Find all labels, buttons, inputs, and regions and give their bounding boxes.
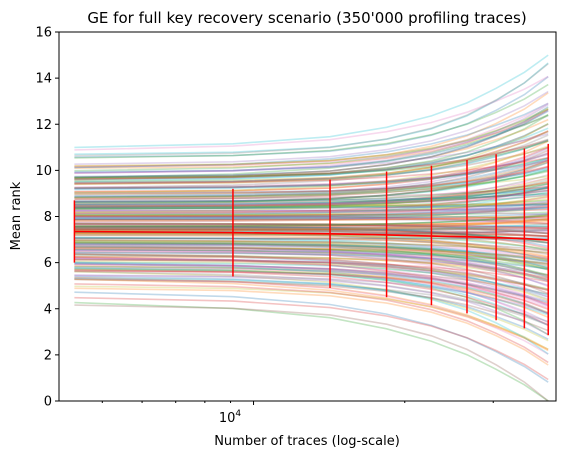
trace-line xyxy=(74,304,549,402)
trace-line xyxy=(74,106,549,178)
trace-line xyxy=(74,109,549,179)
trace-line xyxy=(74,75,549,151)
y-axis: 0 2 4 6 8 10 12 14 16 xyxy=(35,26,59,410)
trace-line xyxy=(74,283,549,364)
x-axis-title: Number of traces (log-scale) xyxy=(214,434,400,449)
trace-lines-group xyxy=(74,54,549,402)
trace-line xyxy=(74,118,549,181)
trace-line xyxy=(74,90,549,165)
y-tick-label: 14 xyxy=(35,72,52,87)
trace-line xyxy=(74,114,549,169)
trace-line xyxy=(74,109,549,168)
mean-line xyxy=(74,230,549,241)
trace-line xyxy=(74,278,549,351)
chart-title: GE for full key recovery scenario (350'0… xyxy=(87,9,526,27)
trace-line xyxy=(74,102,549,169)
y-tick-label: 12 xyxy=(35,118,52,133)
y-tick-label: 6 xyxy=(44,256,52,271)
trace-line xyxy=(74,123,549,181)
trace-line xyxy=(74,62,549,155)
trace-line xyxy=(74,133,549,174)
y-tick-label: 8 xyxy=(44,210,52,225)
y-tick-label: 0 xyxy=(44,395,52,410)
trace-line xyxy=(74,54,549,149)
trace-line xyxy=(74,92,549,167)
trace-line xyxy=(74,76,549,158)
x-tick-label-major: 104 xyxy=(219,409,242,426)
trace-line xyxy=(74,63,549,157)
y-tick-label: 4 xyxy=(44,302,52,317)
trace-line xyxy=(74,103,549,174)
y-axis-title: Mean rank xyxy=(9,181,24,250)
trace-line xyxy=(74,131,549,181)
trace-line xyxy=(74,107,549,167)
trace-line xyxy=(74,83,549,159)
trace-line xyxy=(74,113,549,179)
trace-line xyxy=(74,301,549,402)
trace-line xyxy=(74,110,549,173)
trace-line xyxy=(74,138,549,178)
trace-line xyxy=(74,277,549,355)
trace-line xyxy=(74,296,549,381)
y-tick-label: 2 xyxy=(44,348,52,363)
trace-line xyxy=(74,102,549,175)
mean-curve-group xyxy=(73,143,549,336)
trace-line xyxy=(74,139,549,180)
trace-line xyxy=(74,114,549,179)
y-tick-label: 16 xyxy=(35,26,52,41)
trace-line xyxy=(74,285,549,351)
trace-line xyxy=(74,108,549,172)
y-tick-label: 10 xyxy=(35,164,52,179)
trace-line xyxy=(74,291,549,383)
x-axis: 104 xyxy=(101,401,494,426)
trace-line xyxy=(74,108,549,169)
trace-line xyxy=(74,287,549,366)
trace-line xyxy=(74,123,549,180)
trace-line xyxy=(74,127,549,183)
